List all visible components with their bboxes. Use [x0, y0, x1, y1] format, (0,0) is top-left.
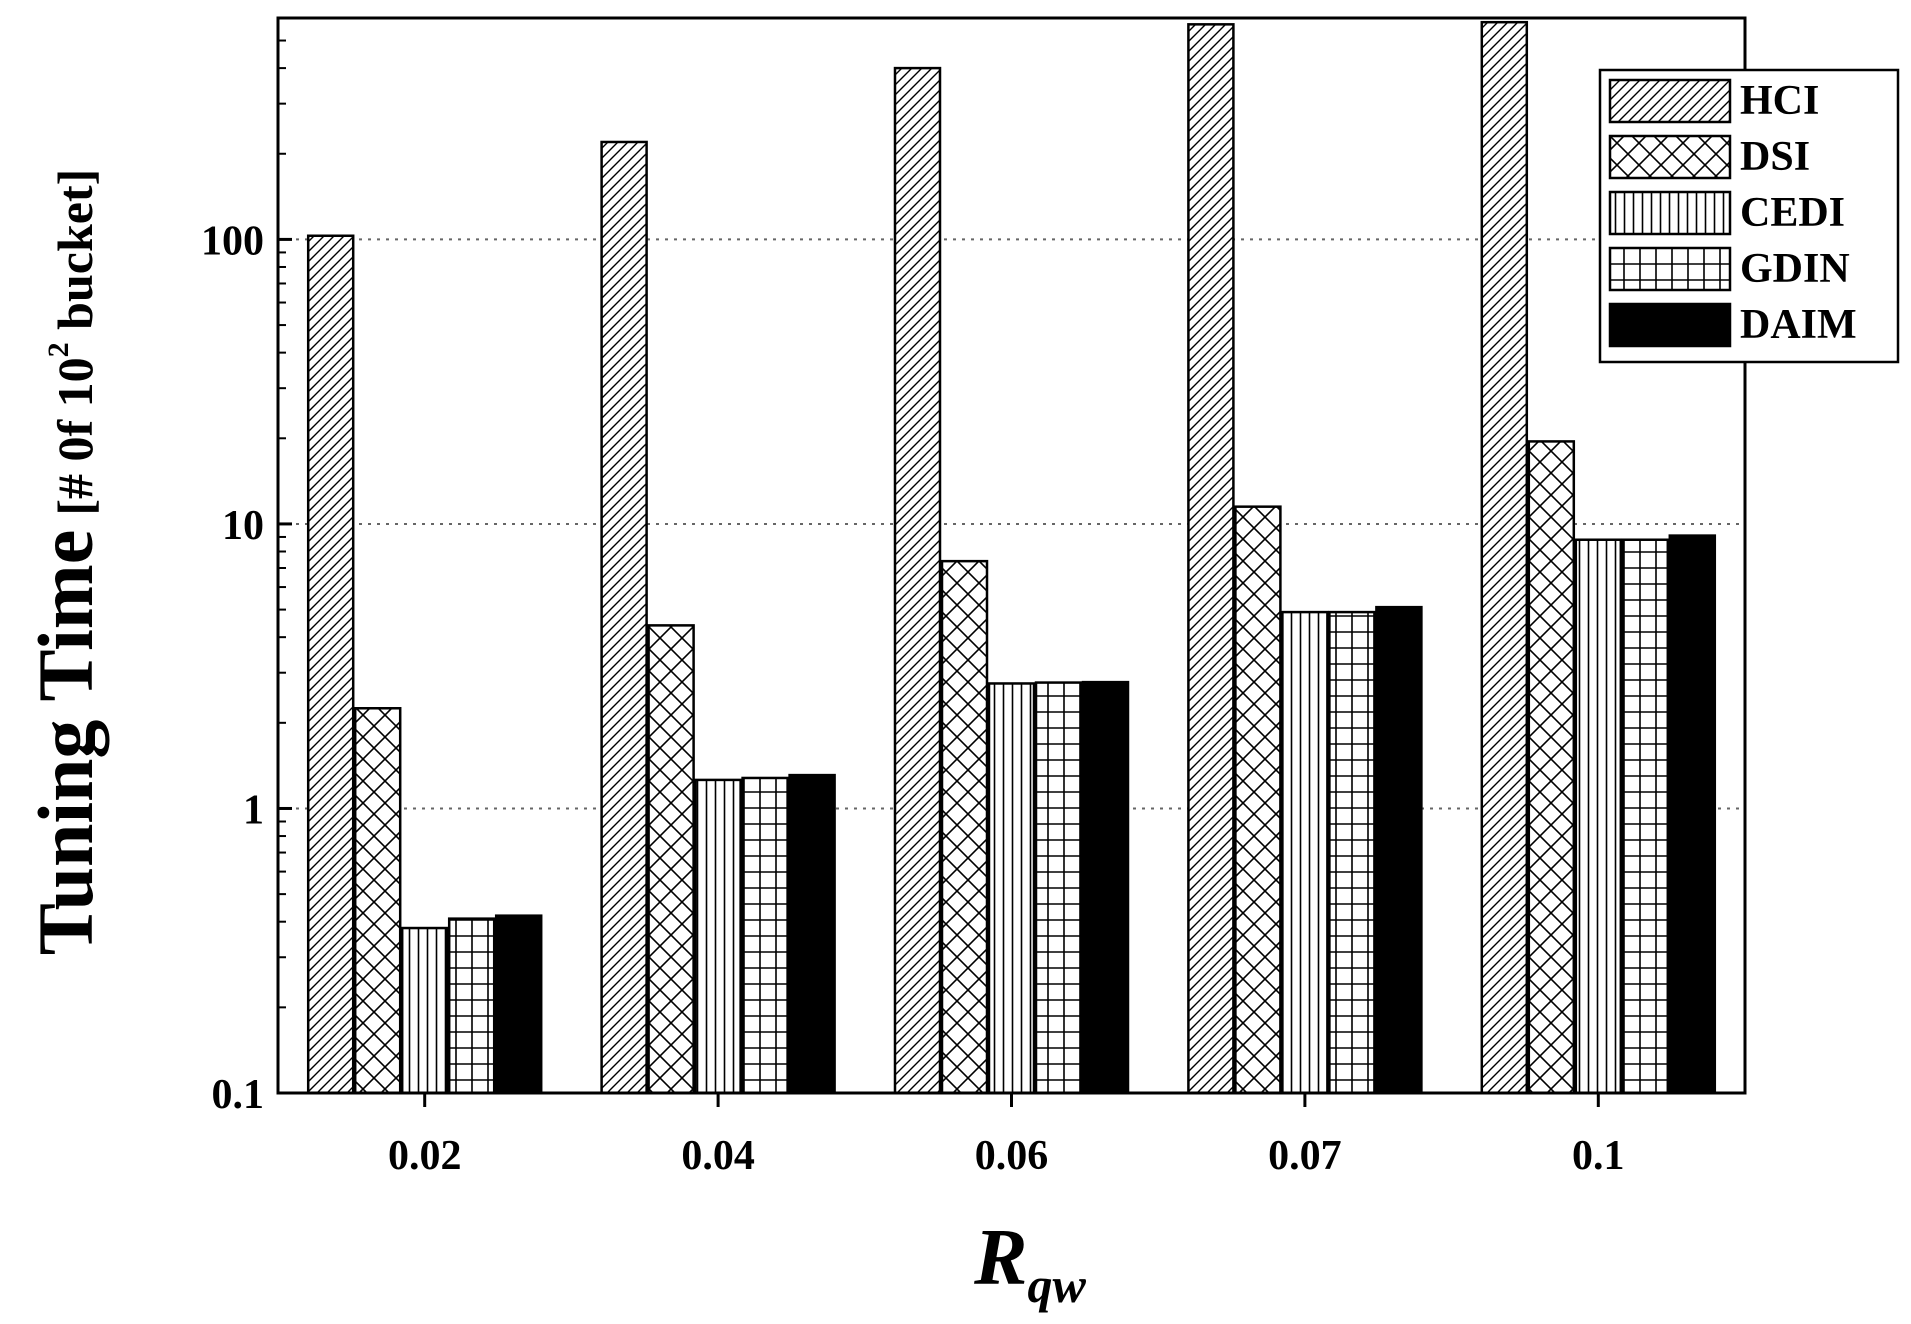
x-tick-label: 0.02	[388, 1133, 462, 1179]
bar-gdin-0.04	[741, 776, 789, 1095]
legend-label-hci: HCI	[1740, 78, 1819, 124]
bar-dsi-0.04	[647, 624, 695, 1095]
bar-gdin-0.07	[1328, 610, 1376, 1095]
bar-daim-0.02	[494, 914, 543, 1095]
y-tick-label: 1	[243, 787, 264, 833]
bar-cedi-0.06	[987, 682, 1036, 1095]
y-tick-label: 100	[201, 218, 264, 264]
bar-cedi-0.04	[694, 778, 742, 1095]
bar-cedi-0.07	[1281, 610, 1329, 1095]
x-tick-label: 0.06	[975, 1133, 1049, 1179]
y-tick-label: 10	[222, 503, 264, 549]
bar-daim-0.1	[1668, 534, 1717, 1095]
legend-swatch-gdin	[1608, 246, 1732, 292]
bar-cedi-0.1	[1574, 538, 1623, 1095]
bar-hci-0.04	[600, 140, 648, 1095]
legend-swatch-dsi	[1608, 134, 1732, 180]
legend-label-gdin: GDIN	[1740, 246, 1850, 292]
x-axis-label: Rqw	[973, 1214, 1086, 1313]
legend-swatch-hci	[1608, 78, 1732, 124]
bar-hci-0.1	[1480, 20, 1529, 1095]
bar-daim-0.04	[788, 773, 836, 1095]
axis-ticks: 0.1 1 10 100 0.02 0.04 0.06 0.07 0.1	[201, 17, 1625, 1179]
bar-gdin-0.1	[1621, 538, 1670, 1095]
gridlines	[278, 238, 1745, 810]
legend-swatch-cedi	[1608, 190, 1732, 236]
y-tick-label: 0.1	[212, 1072, 265, 1118]
legend: HCI DSI CEDI GDIN DAIM	[1598, 68, 1900, 364]
bar-gdin-0.06	[1034, 681, 1083, 1095]
bar-hci-0.06	[893, 66, 942, 1095]
bar-gdin-0.02	[447, 917, 496, 1095]
bar-dsi-0.06	[940, 559, 989, 1095]
bar-daim-0.07	[1375, 605, 1423, 1095]
bar-dsi-0.07	[1234, 505, 1282, 1095]
legend-label-daim: DAIM	[1740, 302, 1857, 348]
bar-dsi-0.02	[353, 707, 402, 1095]
x-tick-label: 0.1	[1572, 1133, 1625, 1179]
bar-hci-0.02	[306, 234, 355, 1095]
bar-daim-0.06	[1081, 680, 1130, 1095]
bar-cedi-0.02	[400, 926, 449, 1095]
legend-swatch-daim	[1608, 302, 1732, 348]
legend-label-cedi: CEDI	[1740, 190, 1845, 236]
bar-dsi-0.1	[1527, 440, 1576, 1095]
legend-label-dsi: DSI	[1740, 134, 1810, 180]
bars	[306, 20, 1717, 1095]
x-tick-label: 0.07	[1268, 1133, 1342, 1179]
bar-hci-0.07	[1187, 23, 1235, 1095]
y-axis-label: Tuning Time[# 0f 102 bucket]	[22, 169, 109, 956]
x-tick-label: 0.04	[681, 1133, 755, 1179]
